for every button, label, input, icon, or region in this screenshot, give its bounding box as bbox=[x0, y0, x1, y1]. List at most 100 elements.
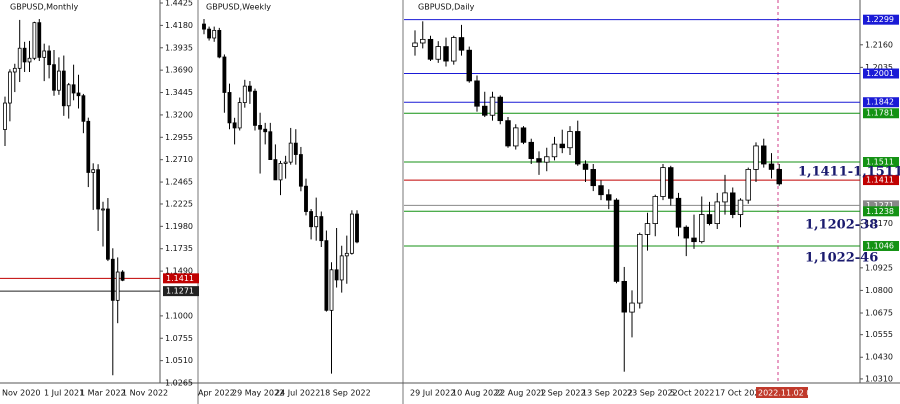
candle-body bbox=[598, 185, 604, 196]
x-tick-label: 17 Oct 2022 bbox=[715, 389, 764, 398]
candle-body bbox=[776, 169, 782, 185]
candle-body bbox=[298, 154, 303, 187]
x-tick-label: 13 Sep 2022 bbox=[582, 389, 633, 398]
candle-body bbox=[505, 120, 511, 147]
level-tag bbox=[163, 273, 199, 284]
x-tick-label: 29 Jul 2022 bbox=[410, 389, 455, 398]
x-tick-label: 1 Jul 2021 bbox=[44, 389, 84, 398]
candle-body bbox=[489, 96, 496, 116]
candle-body bbox=[232, 122, 237, 129]
level-tag-label: 1.2299 bbox=[866, 15, 894, 24]
x-tick-label: 22 Aug 2022 bbox=[495, 389, 546, 398]
candle-body bbox=[575, 131, 581, 165]
y-tick-label: 1.2955 bbox=[165, 133, 193, 142]
candle-body bbox=[699, 214, 705, 243]
level-tag-label: 1.1511 bbox=[866, 158, 894, 167]
candle-body bbox=[17, 47, 22, 69]
x-tick-label: 10 Aug 2022 bbox=[452, 389, 503, 398]
candle-body bbox=[96, 169, 100, 210]
chart-title: GBPUSD,Weekly bbox=[206, 3, 271, 12]
x-tick-label: 24 Jul 2022 bbox=[275, 389, 320, 398]
candle-body bbox=[52, 64, 56, 91]
y-tick-label: 1.2035 bbox=[865, 63, 893, 72]
y-tick-label: 1.0925 bbox=[865, 263, 893, 272]
x-tick-label: 1 Mar 2022 bbox=[80, 389, 126, 398]
y-tick-label: 1.2160 bbox=[865, 40, 893, 49]
candle-body bbox=[520, 127, 527, 143]
candle-body bbox=[242, 85, 247, 103]
x-tick-label: 2022.11.02 00:00 bbox=[758, 389, 829, 398]
level-tag bbox=[863, 157, 899, 168]
candle-body bbox=[247, 85, 252, 92]
candle-body bbox=[474, 80, 480, 107]
candle-body bbox=[466, 49, 472, 82]
candle-body bbox=[32, 22, 37, 59]
candle-body bbox=[551, 143, 558, 158]
level-tag bbox=[863, 108, 899, 119]
candle-body bbox=[355, 213, 359, 243]
candle-body bbox=[443, 46, 449, 62]
y-tick-label: 1.0510 bbox=[165, 356, 193, 365]
candle-body bbox=[737, 199, 744, 215]
candle-body bbox=[47, 50, 51, 66]
candle-body bbox=[606, 194, 612, 201]
candle-body bbox=[81, 95, 86, 122]
candle-body bbox=[339, 255, 344, 281]
y-tick-label: 1.0430 bbox=[865, 353, 893, 362]
candle-body bbox=[582, 163, 589, 170]
candle-body bbox=[324, 240, 329, 311]
candle-body bbox=[212, 29, 217, 39]
x-tick-label: 29 May 2022 bbox=[232, 389, 284, 398]
candle-body bbox=[412, 42, 418, 47]
candle-body bbox=[217, 29, 222, 58]
candle-body bbox=[745, 169, 751, 201]
candle-body bbox=[668, 167, 674, 199]
candle-body bbox=[427, 38, 434, 60]
candle-body bbox=[3, 102, 7, 130]
level-tag-label: 1.1271 bbox=[866, 201, 894, 210]
candle-body bbox=[458, 37, 465, 51]
level-tag bbox=[863, 200, 899, 211]
candle-body bbox=[683, 226, 689, 239]
candle-body bbox=[675, 197, 682, 228]
candle-body bbox=[761, 145, 767, 165]
level-annotation: 1,1411-1,1511 bbox=[798, 165, 900, 180]
y-tick-label: 1.1170 bbox=[865, 219, 893, 228]
candle-body bbox=[263, 128, 268, 133]
y-tick-label: 1.3200 bbox=[165, 110, 193, 119]
candle-body bbox=[420, 38, 426, 44]
candle-body bbox=[101, 208, 105, 211]
candle-body bbox=[451, 37, 457, 62]
y-tick-label: 1.0675 bbox=[865, 308, 893, 317]
candle-body bbox=[652, 196, 658, 224]
candle-body bbox=[293, 142, 298, 155]
candle-body bbox=[714, 201, 720, 224]
level-tag-label: 1.2001 bbox=[866, 69, 894, 78]
level-tag-label: 1.1411 bbox=[166, 274, 194, 283]
candle-body bbox=[644, 223, 651, 235]
candle-body bbox=[207, 28, 212, 39]
candle-body bbox=[660, 167, 666, 197]
candle-body bbox=[227, 92, 232, 124]
x-tick-label: 18 Sep 2022 bbox=[320, 389, 371, 398]
level-tag bbox=[863, 14, 899, 25]
candle-body bbox=[497, 96, 503, 122]
candle-body bbox=[22, 47, 27, 63]
x-tick-label: Nov 2020 bbox=[2, 389, 41, 398]
candle-body bbox=[37, 22, 42, 58]
candle-body bbox=[753, 145, 759, 170]
candle-body bbox=[222, 56, 227, 93]
candle-body bbox=[106, 208, 110, 260]
candle-body bbox=[621, 280, 627, 313]
candle-body bbox=[202, 23, 206, 30]
y-tick-label: 1.4180 bbox=[165, 21, 193, 30]
x-tick-label: 1 Sep 2022 bbox=[540, 389, 586, 398]
level-tag bbox=[863, 240, 899, 251]
y-tick-label: 1.0755 bbox=[165, 334, 193, 343]
candle-body bbox=[258, 125, 263, 130]
candle-body bbox=[344, 252, 349, 257]
level-tag-label: 1.1046 bbox=[866, 241, 894, 250]
candle-body bbox=[278, 162, 283, 181]
candle-body bbox=[334, 269, 339, 281]
